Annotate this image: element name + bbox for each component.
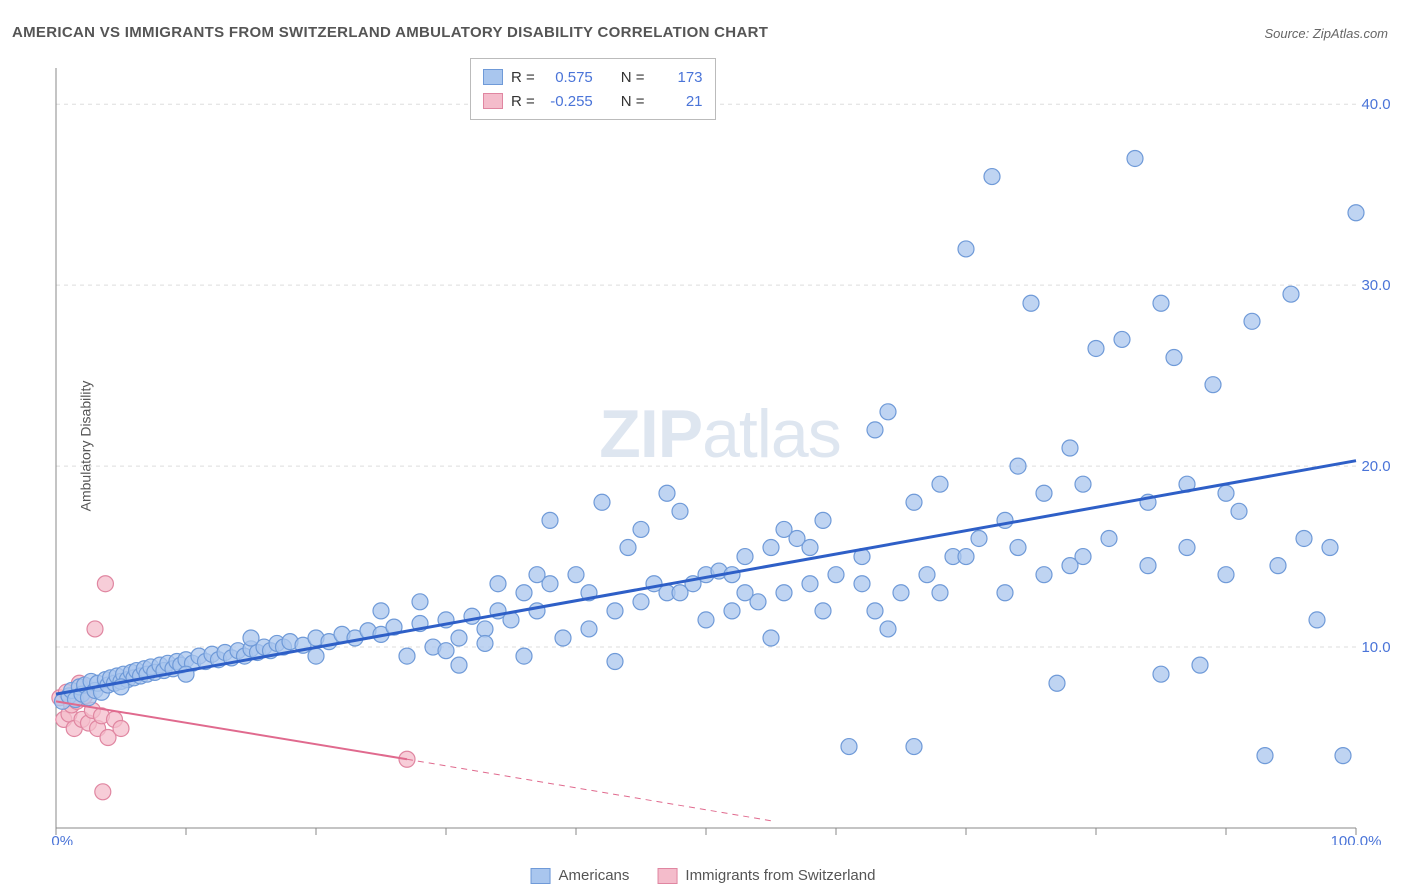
legend-row-americans: R = 0.575 N = 173 bbox=[483, 65, 703, 89]
legend-n-value-1: 173 bbox=[653, 69, 703, 86]
svg-text:0.0%: 0.0% bbox=[50, 833, 73, 845]
legend-r-value-2: -0.255 bbox=[543, 93, 593, 110]
legend-n-value-2: 21 bbox=[653, 93, 703, 110]
chart-title: AMERICAN VS IMMIGRANTS FROM SWITZERLAND … bbox=[12, 24, 768, 41]
svg-text:100.0%: 100.0% bbox=[1331, 833, 1382, 845]
plot-svg: 10.0% 20.0% 30.0% 40.0% 0.0% 100.0% bbox=[50, 55, 1390, 845]
svg-text:30.0%: 30.0% bbox=[1361, 277, 1390, 294]
series-swatch-americans bbox=[531, 868, 551, 884]
legend-r-label-1: R = bbox=[511, 69, 535, 86]
correlation-legend: R = 0.575 N = 173 R = -0.255 N = 21 bbox=[470, 58, 716, 120]
svg-text:40.0%: 40.0% bbox=[1361, 96, 1390, 113]
svg-text:20.0%: 20.0% bbox=[1361, 458, 1390, 475]
legend-swatch-swiss bbox=[483, 93, 503, 109]
series-swatch-swiss bbox=[657, 868, 677, 884]
plot-area: ZIPatlas 10.0%20.0%30.0%40.0%0.0%100.0% bbox=[50, 55, 1390, 845]
chart-container: AMERICAN VS IMMIGRANTS FROM SWITZERLAND … bbox=[0, 0, 1406, 892]
legend-n-label-1: N = bbox=[621, 69, 645, 86]
series-legend: Americans Immigrants from Switzerland bbox=[531, 867, 876, 884]
series-label-americans: Americans bbox=[559, 867, 630, 884]
source-label: Source: ZipAtlas.com bbox=[1264, 26, 1388, 41]
legend-swatch-americans bbox=[483, 69, 503, 85]
series-label-swiss: Immigrants from Switzerland bbox=[685, 867, 875, 884]
legend-r-label-2: R = bbox=[511, 93, 535, 110]
legend-row-swiss: R = -0.255 N = 21 bbox=[483, 89, 703, 113]
svg-text:10.0%: 10.0% bbox=[1361, 639, 1390, 656]
legend-r-value-1: 0.575 bbox=[543, 69, 593, 86]
legend-n-label-2: N = bbox=[621, 93, 645, 110]
series-legend-americans: Americans bbox=[531, 867, 630, 884]
series-legend-swiss: Immigrants from Switzerland bbox=[657, 867, 875, 884]
